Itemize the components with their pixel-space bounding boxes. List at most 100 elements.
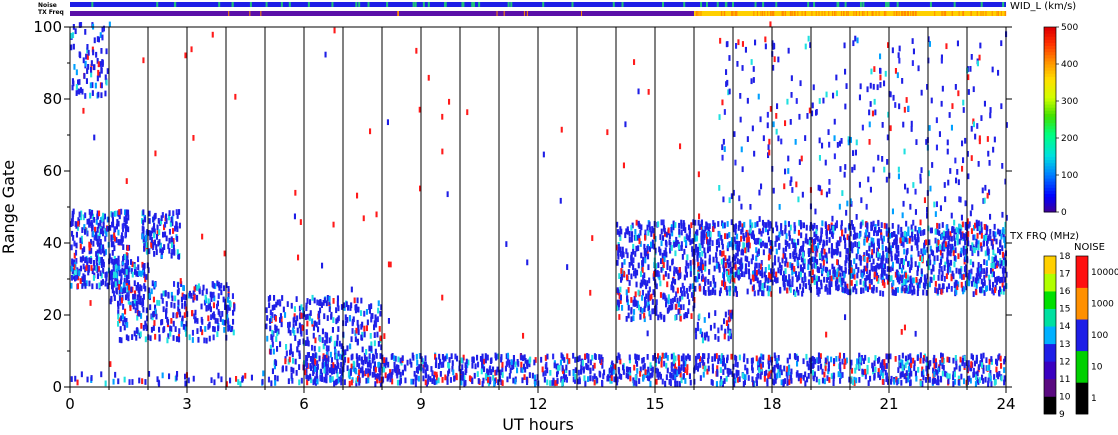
heatmap-cell	[740, 235, 743, 242]
heatmap-cell	[934, 358, 937, 365]
heatmap-cell	[330, 313, 333, 320]
heatmap-cell	[584, 380, 587, 387]
heatmap-cell	[91, 268, 94, 275]
heatmap-cell	[933, 354, 936, 361]
heatmap-cell	[657, 353, 660, 359]
heatmap-cell	[678, 381, 681, 387]
heatmap-cell	[327, 345, 330, 352]
heatmap-cell	[616, 379, 619, 386]
heatmap-cell	[806, 238, 809, 245]
heatmap-cell	[166, 337, 169, 344]
heatmap-cell	[134, 290, 137, 297]
heatmap-cell	[85, 265, 88, 271]
heatmap-cell	[961, 140, 964, 147]
heatmap-cell	[718, 241, 721, 248]
heatmap-cell	[728, 285, 731, 292]
heatmap-cell	[868, 245, 871, 252]
heatmap-cell	[872, 284, 875, 291]
noise-speck	[700, 2, 703, 7]
heatmap-cell	[125, 334, 128, 341]
heatmap-cell	[741, 372, 744, 379]
heatmap-cell	[985, 240, 988, 247]
heatmap-cell	[821, 368, 824, 375]
txfreq-speck	[773, 11, 775, 16]
heatmap-cell	[471, 378, 474, 385]
heatmap-cell	[940, 352, 943, 359]
heatmap-cell	[697, 262, 700, 268]
heatmap-cell	[74, 375, 77, 382]
heatmap-cell	[965, 284, 968, 291]
heatmap-cell	[910, 245, 913, 252]
heatmap-cell	[102, 222, 105, 229]
heatmap-cell	[305, 367, 308, 374]
heatmap-cell	[269, 309, 272, 316]
heatmap-cell	[325, 357, 328, 364]
heatmap-cell	[711, 363, 714, 370]
heatmap-cell	[777, 267, 780, 274]
heatmap-cell	[953, 235, 956, 241]
heatmap-cell	[111, 250, 114, 256]
heatmap-cell	[763, 371, 766, 377]
txfreq-speck	[934, 11, 936, 16]
heatmap-cell	[102, 261, 105, 268]
heatmap-cell	[954, 285, 957, 292]
heatmap-cell	[451, 360, 454, 366]
heatmap-cell	[102, 247, 105, 253]
heatmap-cell	[963, 256, 966, 263]
heatmap-cell	[498, 376, 501, 382]
heatmap-cell	[670, 304, 673, 311]
heatmap-cell	[639, 241, 642, 247]
heatmap-cell	[527, 359, 530, 366]
heatmap-cell	[791, 238, 794, 245]
heatmap-cell	[377, 362, 380, 368]
heatmap-cell	[983, 274, 986, 281]
heatmap-cell	[169, 221, 172, 227]
heatmap-cell	[788, 279, 791, 285]
heatmap-cell	[695, 235, 698, 242]
heatmap-cell	[960, 373, 963, 380]
heatmap-cell	[1001, 281, 1004, 288]
heatmap-cell	[120, 274, 123, 281]
heatmap-cell	[913, 365, 916, 372]
heatmap-cell	[312, 325, 315, 331]
heatmap-cell	[727, 89, 730, 96]
heatmap-cell	[978, 377, 981, 383]
heatmap-cell	[684, 227, 687, 233]
noise-speck	[218, 2, 221, 7]
heatmap-cell	[911, 60, 914, 66]
heatmap-cell	[983, 280, 986, 286]
heatmap-cell	[300, 377, 303, 384]
heatmap-cell	[836, 268, 839, 275]
heatmap-cell	[902, 241, 905, 248]
heatmap-cell	[955, 363, 958, 370]
heatmap-cell	[305, 361, 308, 367]
heatmap-cell	[811, 237, 814, 243]
heatmap-cell	[580, 364, 583, 371]
heatmap-cell	[659, 280, 662, 287]
heatmap-cell	[726, 221, 729, 227]
heatmap-cell	[609, 374, 612, 381]
heatmap-cell	[647, 264, 650, 271]
heatmap-cell	[170, 236, 173, 243]
heatmap-cell	[712, 256, 715, 263]
txfreq-speck	[943, 11, 945, 16]
heatmap-cell	[437, 377, 440, 384]
heatmap-cell	[337, 315, 340, 322]
heatmap-cell	[972, 234, 975, 241]
heatmap-cell	[896, 72, 899, 79]
heatmap-cell	[191, 337, 194, 343]
heatmap-cell	[671, 277, 674, 284]
heatmap-cell	[904, 355, 907, 362]
heatmap-cell	[172, 228, 175, 234]
heatmap-cell	[940, 233, 943, 240]
heatmap-cell	[130, 259, 133, 265]
txfreq-speck	[731, 11, 733, 16]
heatmap-cell	[975, 374, 978, 381]
heatmap-cell	[946, 139, 949, 146]
heatmap-cell	[720, 379, 723, 385]
heatmap-cell	[397, 356, 400, 363]
heatmap-cell	[877, 251, 880, 258]
heatmap-cell	[346, 345, 349, 352]
heatmap-cell	[953, 229, 956, 235]
heatmap-cell	[406, 359, 409, 366]
